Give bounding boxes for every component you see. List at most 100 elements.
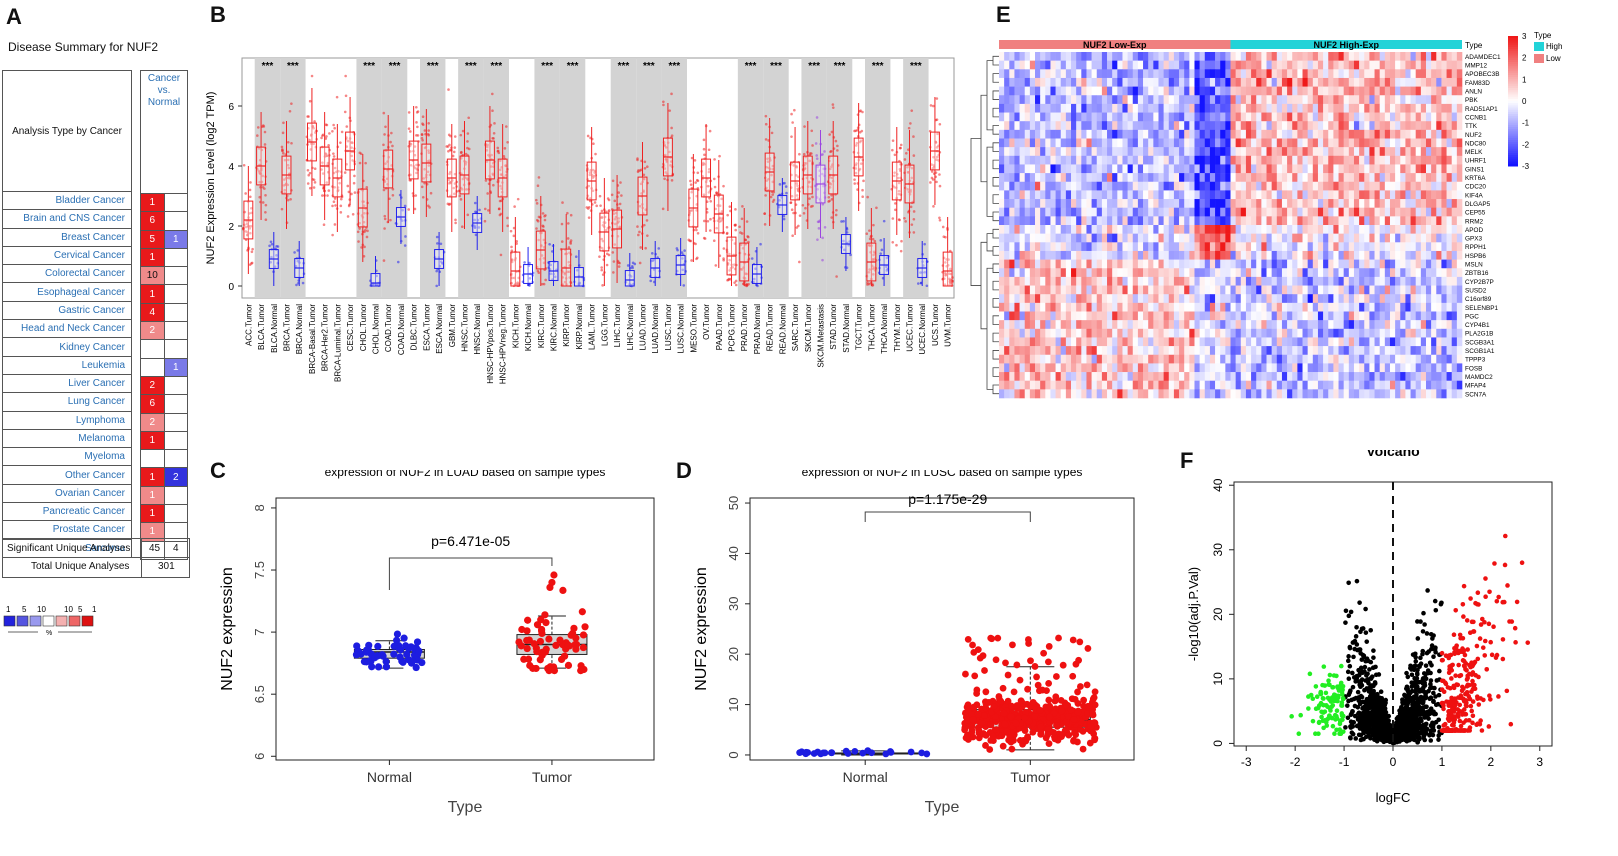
heatmap-cell (1107, 121, 1113, 131)
heatmap-cell (1163, 225, 1170, 234)
cancer-row-name[interactable]: Other Cancer (2, 465, 132, 485)
heatmap-cell (1415, 164, 1422, 174)
heatmap-cell (1384, 60, 1391, 70)
heatmap-cell (1451, 199, 1458, 208)
heatmap-cell (1076, 147, 1082, 157)
heatmap-cell (1204, 233, 1211, 243)
heatmap-cell (1436, 250, 1442, 260)
cancer-row-name[interactable]: Sarcoma (2, 538, 132, 558)
sample-point (709, 200, 713, 203)
sample-point (264, 194, 267, 197)
heatmap-cell (1096, 138, 1103, 148)
heatmap-cell (1420, 181, 1427, 191)
heatmap-cell (1194, 138, 1200, 148)
heatmap-cell (1405, 155, 1411, 165)
cancer-row-name[interactable]: Kidney Cancer (2, 337, 132, 357)
sample-point (296, 259, 300, 263)
heatmap-cell (1096, 250, 1103, 260)
sample-point (537, 176, 541, 179)
cancer-row-name[interactable]: Head and Neck Cancer (2, 319, 132, 339)
sample-point (715, 226, 718, 230)
heatmap-cell (1065, 112, 1072, 122)
heatmap-cell (1343, 216, 1350, 226)
sample-point (835, 275, 838, 278)
sample-point (264, 203, 268, 207)
cancer-row-name[interactable]: Prostate Cancer (2, 520, 132, 540)
heatmap-cell (1369, 199, 1375, 208)
cancer-row-name[interactable]: Liver Cancer (2, 373, 132, 394)
heatmap-cell (1389, 60, 1396, 70)
sample-point (306, 182, 310, 185)
sample-point (382, 188, 386, 192)
sample-point (524, 616, 532, 624)
heatmap-cell (1389, 173, 1396, 183)
sample-point (409, 173, 412, 177)
heatmap-cell (1446, 77, 1453, 87)
sample-point (333, 126, 336, 130)
heatmap-cell (1179, 199, 1185, 208)
heatmap-cell (1122, 69, 1128, 79)
heatmap-cell (1374, 164, 1380, 174)
sample-point (964, 716, 972, 724)
cancer-row-name[interactable]: Leukemia (2, 355, 132, 375)
heatmap-cell (1256, 86, 1262, 96)
heatmap-cell (1395, 207, 1401, 217)
cancer-row-name[interactable]: Ovarian Cancer (2, 483, 132, 504)
heatmap-cell (1302, 86, 1308, 96)
heatmap-cell (1040, 77, 1046, 87)
heatmap-cell (1153, 112, 1159, 122)
heatmap-cell (1163, 155, 1170, 165)
cancer-row-name[interactable]: Colorectal Cancer (2, 264, 132, 284)
heatmap-cell (1019, 190, 1026, 200)
heatmap-cell (1204, 190, 1211, 200)
down-count-cell (163, 375, 188, 396)
heatmap-cell (1431, 103, 1437, 113)
heatmap-cell (1302, 112, 1308, 122)
heatmap-cell (1199, 242, 1206, 252)
heatmap-cell (1112, 77, 1118, 87)
sample-point (1063, 725, 1071, 733)
sample-point (244, 230, 248, 233)
heatmap-cell (1276, 199, 1283, 208)
sample-point (828, 133, 831, 136)
cancer-row-name[interactable]: Lung Cancer (2, 392, 132, 412)
cancer-row-name[interactable]: Breast Cancer (2, 227, 132, 247)
heatmap-cell (1374, 69, 1380, 79)
sample-point (830, 130, 834, 134)
heatmap-cell (1333, 112, 1339, 122)
sample-point (741, 246, 745, 250)
heatmap-cell (1410, 52, 1416, 61)
sample-point (358, 161, 362, 165)
cancer-row-name[interactable]: Lymphoma (2, 410, 132, 430)
heatmap-cell (1389, 207, 1396, 217)
heatmap-cell (1215, 60, 1221, 70)
cancer-row-name[interactable]: Melanoma (2, 428, 132, 449)
sample-point (427, 151, 431, 155)
heatmap-cell (1220, 233, 1226, 243)
heatmap-cell (1112, 95, 1118, 105)
heatmap-cell (1266, 181, 1272, 191)
sample-point (589, 197, 592, 200)
y-tick-label: 30 (726, 597, 741, 611)
heatmap-cell (999, 164, 1005, 174)
heatmap-cell (1122, 103, 1128, 113)
cancer-row-name[interactable]: Brain and CNS Cancer (2, 209, 132, 229)
heatmap-cell (1220, 250, 1226, 260)
cancer-row-name[interactable]: Cervical Cancer (2, 245, 132, 266)
cancer-row-name[interactable]: Pancreatic Cancer (2, 502, 132, 522)
cancer-row-name[interactable]: Gastric Cancer (2, 300, 132, 321)
cancer-row-name[interactable]: Bladder Cancer (2, 190, 132, 211)
sample-point (333, 166, 337, 170)
sample-point (891, 240, 895, 244)
cancer-row-name[interactable]: Esophageal Cancer (2, 282, 132, 302)
heatmap-cell (1199, 225, 1206, 234)
cancer-row-name[interactable]: Myeloma (2, 447, 132, 467)
heatmap-cell (1353, 138, 1360, 148)
heatmap-cell (1204, 121, 1211, 131)
heatmap-cell (1071, 242, 1077, 252)
heatmap-cell (1343, 77, 1350, 87)
heatmap-cell (1029, 181, 1036, 191)
heatmap-cell (1029, 60, 1036, 70)
heatmap-cell (1266, 216, 1272, 226)
sample-point (390, 131, 393, 135)
